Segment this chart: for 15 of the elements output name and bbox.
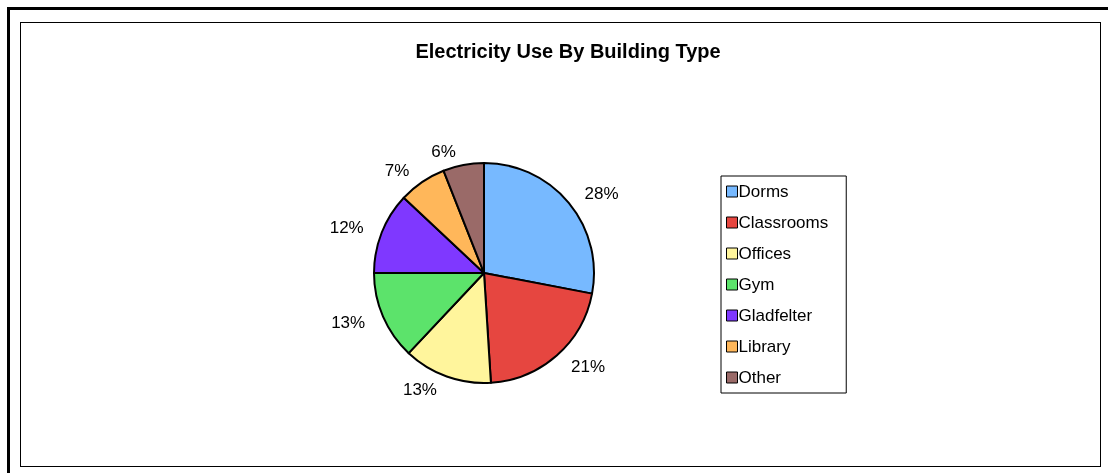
legend-label: Gym (738, 275, 775, 294)
data-label: 12% (329, 217, 364, 237)
data-label: 21% (571, 356, 606, 376)
legend-label: Gladfelter (738, 306, 813, 325)
legend-label: Offices (738, 244, 792, 263)
chart-title: Electricity Use By Building Type (415, 40, 721, 62)
legend-label: Other (738, 368, 782, 387)
data-label: 7% (384, 160, 410, 180)
legend-label: Dorms (738, 182, 789, 201)
data-label: 28% (584, 184, 619, 204)
legend-label: Classrooms (738, 213, 829, 232)
legend-label: Library (738, 337, 791, 356)
data-label: 6% (431, 141, 456, 161)
data-label: 13% (402, 380, 437, 400)
data-label: 13% (331, 312, 366, 332)
